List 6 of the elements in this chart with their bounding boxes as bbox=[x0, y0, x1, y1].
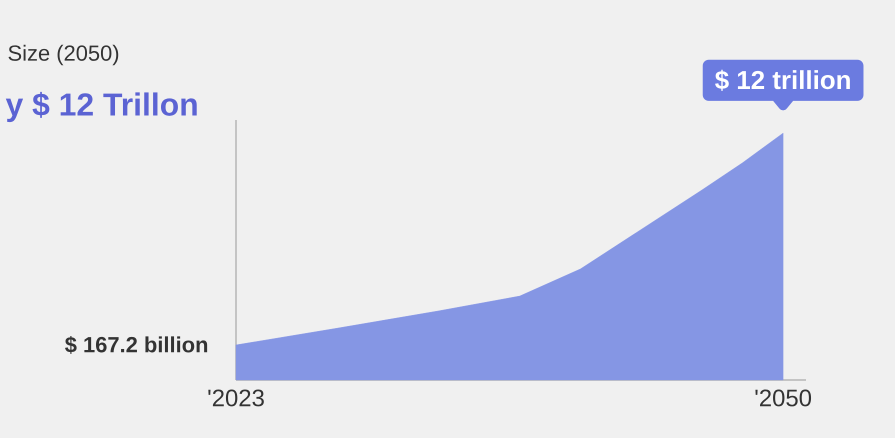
annotation: $ 12 trillion bbox=[715, 70, 850, 91]
chart-title: Size (2050) bbox=[8, 44, 118, 66]
annotation: $ 167.2 billion bbox=[65, 336, 208, 354]
chart-subtitle: y $ 12 Trillon bbox=[6, 92, 197, 122]
x-tick-label: '2023 bbox=[208, 390, 264, 406]
x-tick-label: '2050 bbox=[755, 390, 812, 406]
